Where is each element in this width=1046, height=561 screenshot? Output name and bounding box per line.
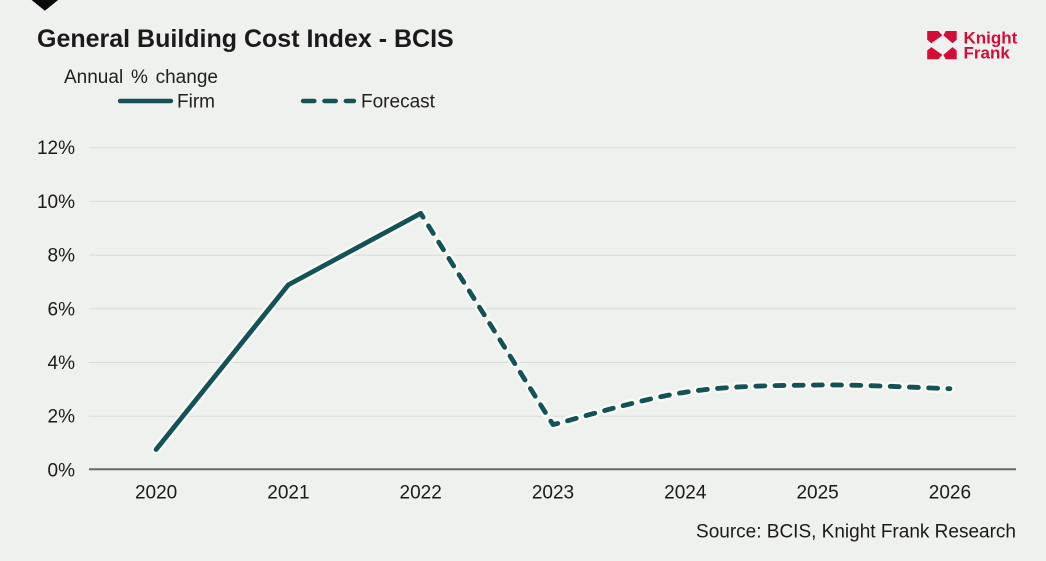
svg-text:2%: 2%	[48, 407, 76, 428]
svg-text:4%: 4%	[48, 353, 76, 374]
svg-text:0%: 0%	[48, 460, 76, 481]
svg-text:2025: 2025	[796, 483, 838, 504]
svg-text:2024: 2024	[664, 483, 707, 504]
svg-text:Annual % change: Annual % change	[64, 67, 218, 88]
svg-text:2020: 2020	[135, 483, 177, 504]
svg-text:2022: 2022	[400, 483, 442, 504]
svg-text:10%: 10%	[37, 192, 75, 213]
svg-text:2026: 2026	[929, 483, 971, 504]
svg-text:Source: BCIS, Knight Frank Res: Source: BCIS, Knight Frank Research	[696, 522, 1016, 543]
svg-text:Forecast: Forecast	[361, 92, 436, 113]
svg-text:General Building Cost Index -: General Building Cost Index - BCIS	[37, 25, 454, 53]
svg-text:Frank: Frank	[964, 43, 1011, 62]
svg-text:Knight: Knight	[964, 29, 1018, 48]
svg-text:2021: 2021	[267, 483, 309, 504]
svg-text:6%: 6%	[48, 299, 76, 320]
svg-text:12%: 12%	[37, 138, 75, 159]
svg-text:8%: 8%	[48, 246, 76, 267]
svg-text:2023: 2023	[532, 483, 574, 504]
svg-text:Firm: Firm	[177, 92, 215, 113]
